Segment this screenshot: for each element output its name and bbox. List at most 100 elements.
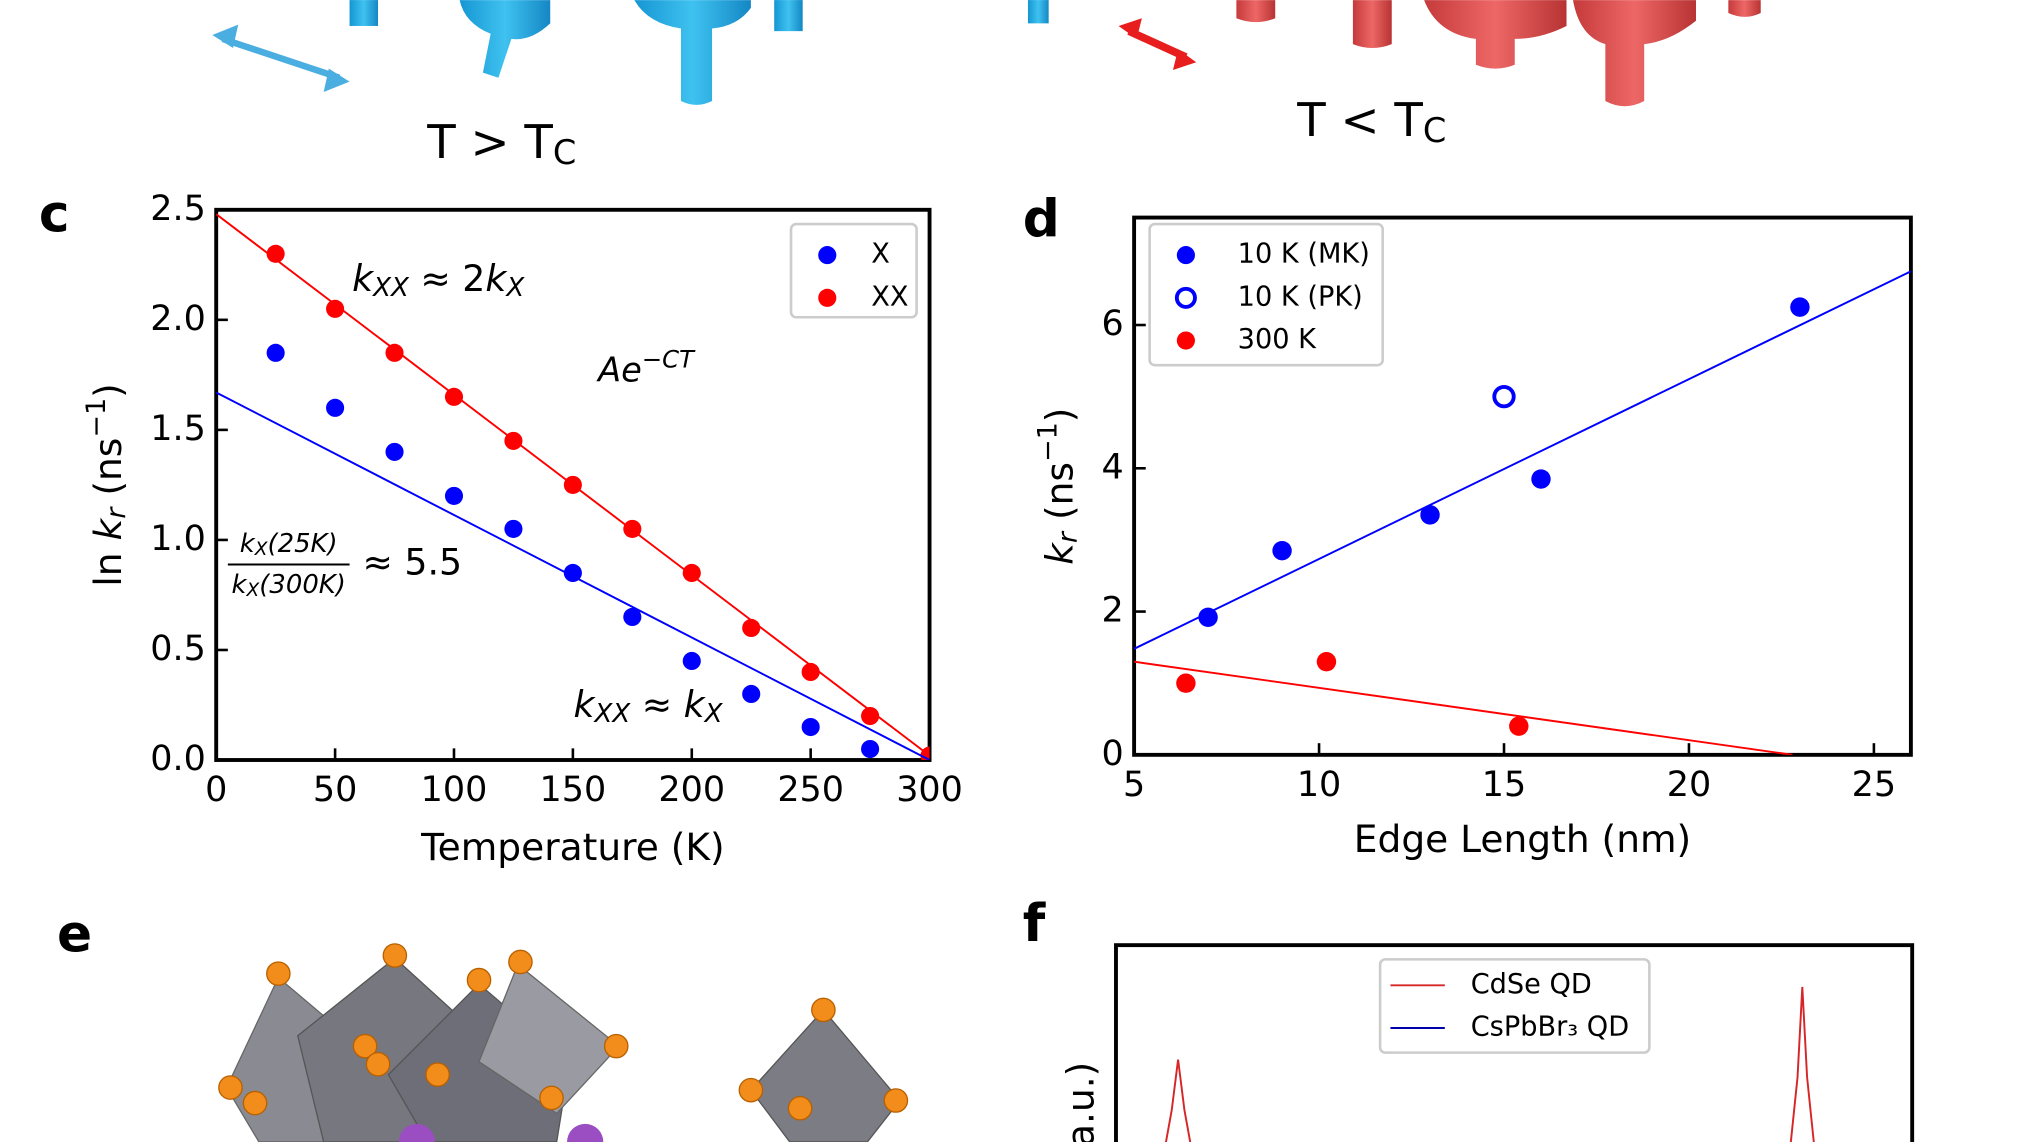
- legend-swatch: [1176, 331, 1195, 350]
- annotation-denominator: kX(300K): [232, 570, 346, 601]
- panel-label: e: [57, 904, 92, 964]
- y-tick-label: 2: [1102, 591, 1124, 631]
- illustration-hot: [212, 0, 1049, 105]
- text-part: ): [326, 528, 338, 558]
- text-part: k: [86, 517, 130, 540]
- text-part: X: [254, 539, 269, 560]
- data-point: [326, 299, 345, 318]
- text-part: k: [232, 570, 248, 600]
- data-point: [1531, 469, 1551, 489]
- data-point: [682, 651, 701, 671]
- y-tick-label: 2.5: [150, 189, 206, 229]
- text-part: ≈: [630, 683, 683, 726]
- text-part: k: [240, 528, 256, 558]
- series-line: [1134, 660, 1793, 755]
- text-part: (ns: [86, 438, 130, 508]
- y-tick-label: 0.5: [150, 629, 206, 669]
- text-part: ): [1037, 408, 1081, 423]
- text-part: ln: [86, 540, 130, 586]
- text-part: ≈ 5.5: [363, 541, 463, 584]
- x-tick-label: 10: [1297, 765, 1341, 805]
- text-part: K: [311, 528, 330, 558]
- plot-area: [216, 213, 930, 761]
- legend-swatch: [818, 246, 837, 265]
- y-tick-label: 1.5: [150, 409, 206, 449]
- y-tick-label: 0.0: [150, 739, 206, 779]
- text-part: r: [101, 506, 132, 519]
- data-point: [504, 519, 523, 538]
- x-tick-label: 20: [1667, 765, 1711, 805]
- data-point: [1420, 505, 1440, 525]
- illustration-cold: [1118, 0, 1761, 107]
- series-line: [216, 391, 930, 761]
- y-tick-label: 6: [1102, 304, 1124, 344]
- x-tick-label: 200: [658, 770, 725, 810]
- plot-area: [1164, 986, 1815, 1142]
- data-point: [1790, 297, 1810, 317]
- annotation: kXX ≈ kX: [574, 683, 724, 729]
- annotation: ≈ 5.5: [363, 541, 463, 584]
- data-point: [742, 684, 761, 704]
- data-point: [1176, 673, 1196, 693]
- text-part: (300: [259, 570, 318, 600]
- series-line: [1164, 986, 1815, 1142]
- legend-label: 300 K: [1238, 324, 1317, 355]
- legend-label: CdSe QD: [1471, 969, 1592, 1000]
- temperature-label: T > TC: [426, 115, 576, 173]
- y-tick-label: 4: [1102, 447, 1124, 487]
- text-part: k: [352, 257, 375, 300]
- chart: 0 50 100 150 200 250 300 0.0 0.5 1.0 1.5 2.0 2.5 Temp…: [81, 189, 962, 869]
- legend-label: XX: [871, 281, 908, 312]
- text-part: ): [86, 383, 130, 398]
- text-part: ): [334, 570, 346, 600]
- x-tick-label: 25: [1852, 765, 1896, 805]
- text-part: X: [703, 699, 724, 729]
- crystal-structure: [218, 943, 909, 1142]
- series-line: [1134, 270, 1911, 650]
- annotation-numerator: kX(25K): [240, 528, 338, 559]
- text-part: k: [574, 683, 597, 726]
- legend-box: [1148, 222, 1384, 367]
- y-axis-label: ln kr (ns−1): [81, 383, 132, 586]
- text-part: k: [485, 257, 508, 300]
- data-point: [801, 662, 820, 682]
- text-part: K: [319, 570, 338, 600]
- data-point: [801, 717, 820, 737]
- text-part: −1: [1033, 422, 1064, 462]
- chart: (a.u.) CdSe QD CsPbBr₃ QD: [1058, 943, 1915, 1142]
- data-point: [1509, 716, 1529, 736]
- data-point: [385, 442, 404, 461]
- legend-swatch: [1174, 286, 1197, 309]
- legend-box: [1378, 958, 1651, 1054]
- y-tick-label: 2.0: [150, 299, 206, 339]
- panel-label: c: [39, 185, 70, 245]
- legend-label: 10 K (PK): [1238, 281, 1363, 312]
- annotation: Ae−CT: [596, 346, 696, 389]
- data-point: [266, 244, 285, 263]
- data-point: [1272, 540, 1292, 561]
- data-point: [563, 563, 582, 583]
- text-part: Ae: [596, 350, 642, 389]
- text-part: k: [1037, 542, 1081, 565]
- chart: 5 10 15 20 25 0 2 4 6 Edge Length (nm) kr (ns−1) 10…: [1033, 215, 1913, 861]
- x-tick-label: 300: [896, 770, 963, 810]
- legend-label: X: [871, 239, 890, 270]
- y-axis-label: (a.u.): [1058, 1062, 1102, 1142]
- data-point: [1492, 385, 1516, 409]
- legend-label: CsPbBr₃ QD: [1471, 1012, 1629, 1043]
- data-point: [385, 343, 404, 362]
- text-part: XX: [593, 699, 632, 729]
- x-axis-label: Temperature (K): [420, 825, 725, 869]
- plot-frame: [1114, 943, 1915, 1142]
- x-axis-label: Edge Length (nm): [1354, 817, 1691, 861]
- annotation: kXX ≈ 2kX: [352, 257, 525, 303]
- data-point: [623, 607, 642, 627]
- text-part: X: [504, 273, 525, 303]
- data-point: [861, 706, 880, 726]
- text-part: −CT: [642, 346, 696, 374]
- plot-frame: [1132, 215, 1913, 757]
- text-part: C: [1423, 111, 1446, 150]
- x-tick-label: 0: [205, 770, 227, 810]
- panel-label: d: [1023, 190, 1060, 250]
